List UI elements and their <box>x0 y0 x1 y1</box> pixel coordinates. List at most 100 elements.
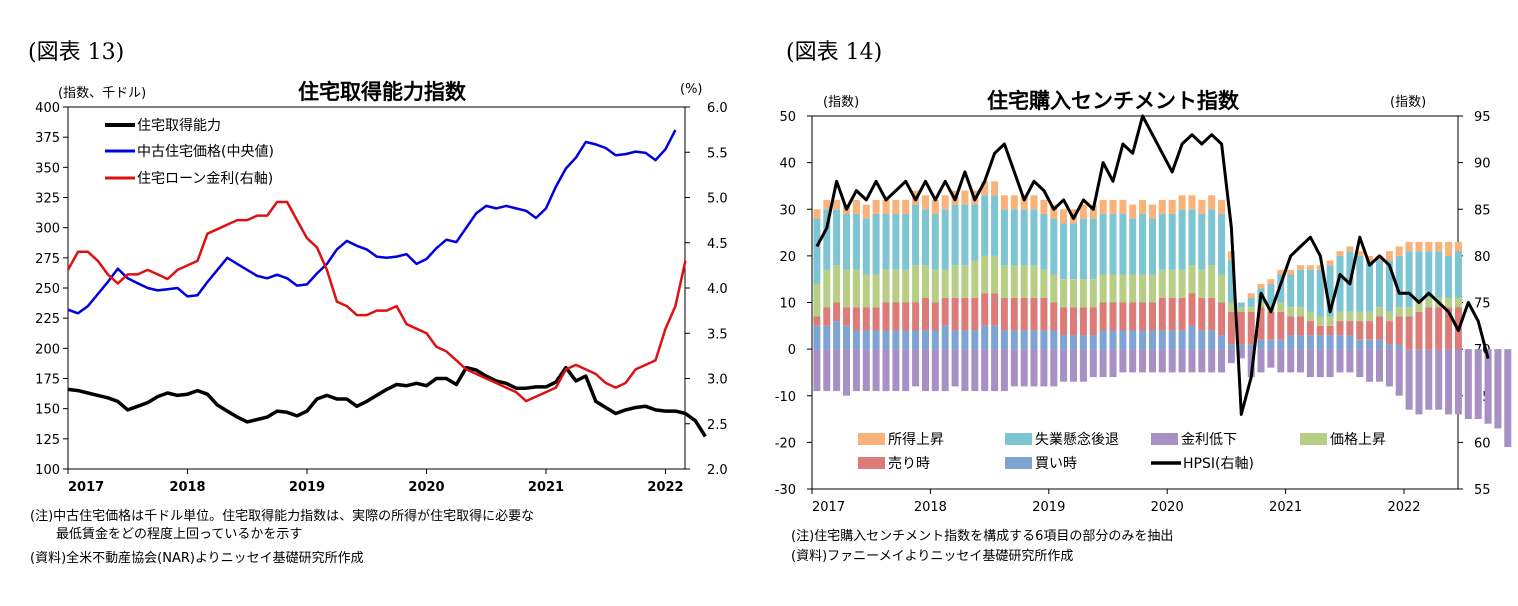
bar-rate <box>1435 349 1443 410</box>
bar-buy <box>922 330 929 350</box>
bar-rate <box>1020 349 1028 387</box>
bar-rate <box>1494 349 1502 429</box>
bar-sell <box>1326 325 1334 336</box>
bar-unemployment <box>1227 260 1235 303</box>
bar-income <box>1267 279 1275 284</box>
bar-income <box>1247 293 1255 298</box>
bar-rate <box>1356 349 1364 378</box>
y-left-tick-label: 100 <box>35 463 60 478</box>
x-tick-label: 2020 <box>1151 500 1184 515</box>
bar-rate <box>1079 349 1087 382</box>
bar-buy <box>1000 330 1008 350</box>
bar-income <box>813 209 821 219</box>
series-line-black <box>67 365 707 438</box>
bar-income <box>1060 209 1068 224</box>
bar-buy <box>1326 335 1334 350</box>
bar-sell <box>1218 302 1226 336</box>
bar-price <box>1425 297 1433 308</box>
bar-income <box>1366 255 1374 261</box>
bar-rate <box>852 349 860 392</box>
y-right-tick-label: 80 <box>1474 250 1491 265</box>
bar-price <box>1415 302 1423 312</box>
bar-price <box>1445 297 1453 308</box>
legend-label: 金利低下 <box>1181 432 1237 448</box>
y-left-tick-label: -10 <box>775 390 796 405</box>
bar-unemployment <box>991 195 999 256</box>
bar-buy <box>1158 330 1166 350</box>
bar-income <box>852 199 860 214</box>
bar-price <box>1109 274 1117 303</box>
bar-rate <box>912 349 920 387</box>
bar-price <box>1208 265 1216 298</box>
bar-rate <box>1109 349 1117 378</box>
bar-buy <box>1247 344 1255 350</box>
legend-label: 中古住宅価格(中央値) <box>137 144 274 160</box>
bar-buy <box>882 330 890 350</box>
legend-swatch <box>1151 433 1178 445</box>
bar-price <box>1405 307 1413 317</box>
bar-rate <box>1198 349 1206 373</box>
bar-rate <box>1129 349 1137 373</box>
bar-sell <box>902 302 910 331</box>
bar-sell <box>991 293 999 326</box>
y-right-tick-label: 3.5 <box>707 327 728 342</box>
bar-sell <box>1346 321 1354 336</box>
bar-rate <box>1040 349 1048 387</box>
bar-buy <box>1395 344 1403 350</box>
bar-rate <box>931 349 939 392</box>
bar-rate <box>1474 349 1482 420</box>
bar-sell <box>1149 302 1156 331</box>
bar-rate <box>1178 349 1186 373</box>
bar-income <box>833 199 841 210</box>
bar-buy <box>981 325 989 350</box>
bar-buy <box>1109 330 1117 350</box>
bar-unemployment <box>1149 218 1156 275</box>
bar-unemployment <box>1356 255 1364 312</box>
bar-sell <box>1297 316 1304 336</box>
bar-buy <box>1119 330 1127 350</box>
bar-unemployment <box>1326 265 1334 317</box>
bar-price <box>1326 316 1334 326</box>
bar-unemployment <box>902 213 910 270</box>
y-right-tick-label: 60 <box>1474 436 1491 451</box>
bar-price <box>1366 311 1374 322</box>
bar-price <box>1079 279 1087 308</box>
bar-sell <box>1435 307 1443 350</box>
bar-unemployment <box>1366 260 1374 312</box>
bar-income <box>872 199 880 214</box>
bar-income <box>1356 251 1364 256</box>
bar-sell <box>1366 321 1374 340</box>
left-chart-title: 住宅取得能力指数 <box>298 80 466 104</box>
bar-unemployment <box>1454 251 1462 298</box>
bar-income <box>1454 241 1462 252</box>
bar-income <box>1257 283 1265 289</box>
y-left-tick-label: 300 <box>35 222 60 237</box>
bar-sell <box>1237 311 1245 345</box>
bar-buy <box>1198 330 1206 350</box>
bar-price <box>1237 307 1245 312</box>
bar-income <box>1218 199 1226 214</box>
bar-sell <box>961 297 969 331</box>
bar-rate <box>1277 349 1285 373</box>
bar-price <box>852 269 860 308</box>
bar-price <box>1149 274 1156 303</box>
x-tick-label: 2017 <box>68 480 104 495</box>
bar-unemployment <box>971 204 979 261</box>
bar-rate <box>1188 349 1196 373</box>
bar-rate <box>892 349 900 392</box>
bar-buy <box>1168 330 1176 350</box>
bar-price <box>843 269 850 308</box>
bar-price <box>1198 269 1206 298</box>
bar-price <box>1218 274 1226 303</box>
bar-unemployment <box>1385 260 1393 312</box>
bar-income <box>1040 199 1048 214</box>
bar-sell <box>1316 325 1324 336</box>
bar-price <box>981 255 989 294</box>
bar-sell <box>1178 297 1186 331</box>
bar-rate <box>991 349 999 392</box>
legend-label: 売り時 <box>888 456 930 472</box>
bar-unemployment <box>1139 213 1147 275</box>
bar-sell <box>1356 321 1364 340</box>
